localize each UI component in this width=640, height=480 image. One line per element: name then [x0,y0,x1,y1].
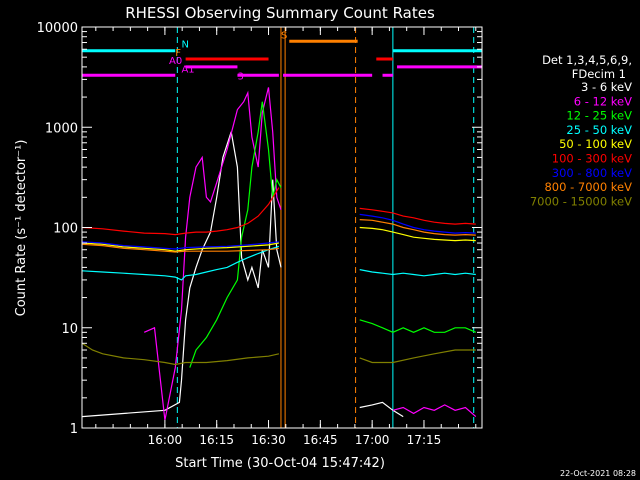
flag-label-1: F [175,48,181,59]
series-line-2-1 [359,319,477,333]
x-tick-label-3: 16:45 [303,433,338,447]
plot-frame [81,26,483,429]
x-tick-label-0: 16:00 [148,433,183,447]
y-axis-label: Count Rate (s⁻¹ detector⁻¹) [14,140,29,317]
y-tick-label-1: 10 [61,322,78,337]
series-line-5-1 [359,207,476,225]
legend-entry-5: 100 - 300 keV [552,152,632,166]
x-tick-label-1: 16:15 [199,433,234,447]
series-line-6-1 [359,213,476,234]
series-line-7-0 [81,243,279,253]
legend-entry-6: 300 - 800 keV [552,166,632,180]
series-line-8-0 [81,342,280,366]
series-line-2-0 [189,101,282,368]
series-line-0-1 [359,401,404,418]
y-tick-label-4: 10000 [37,21,78,36]
legend-entry-2: 12 - 25 keV [566,109,632,123]
flag-label-2: A0 [169,56,182,67]
legend-entry-7: 800 - 7000 keV [544,180,632,194]
x-tick-label-4: 17:00 [355,433,390,447]
legend-entry-8: 7000 - 15000 keV [530,194,632,208]
legend-entry-3: 25 - 50 keV [566,123,632,137]
series-line-1-1 [392,404,477,418]
series-line-0-0 [81,131,282,418]
flag-label-0: N [181,40,188,51]
series-line-8-1 [359,349,476,364]
timestamp-footer: 22-Oct-2021 08:28 [560,469,636,478]
x-axis-label: Start Time (30-Oct-04 15:47:42) [175,456,385,471]
series-line-7-1 [359,219,476,236]
legend-header-line-2: FDecim 1 [572,67,626,81]
x-tick-label-2: 16:30 [251,433,286,447]
flag-label-3: A1 [181,64,194,75]
series-line-5-0 [81,187,280,236]
legend-entry-0: 3 - 6 keV [581,80,632,94]
series-line-3-1 [359,269,476,277]
x-tick-label-5: 17:15 [407,433,442,447]
series-line-6-0 [81,241,279,250]
flag-label-4: S [281,30,287,41]
series-line-4-1 [359,226,476,242]
series-line-3-0 [81,245,280,281]
y-tick-label-3: 1000 [45,121,78,136]
flag-label-5: 3 [237,71,243,82]
y-tick-label-2: 100 [53,222,78,237]
legend-entry-4: 50 - 100 keV [559,137,632,151]
y-tick-label-0: 1 [70,422,78,437]
legend-entry-1: 6 - 12 keV [574,94,632,108]
series-line-4-0 [81,242,280,252]
legend-header-line-1: Det 1,3,4,5,6,9, [542,53,632,67]
chart-title: RHESSI Observing Summary Count Rates [125,4,435,22]
series-line-1-0 [143,87,282,421]
